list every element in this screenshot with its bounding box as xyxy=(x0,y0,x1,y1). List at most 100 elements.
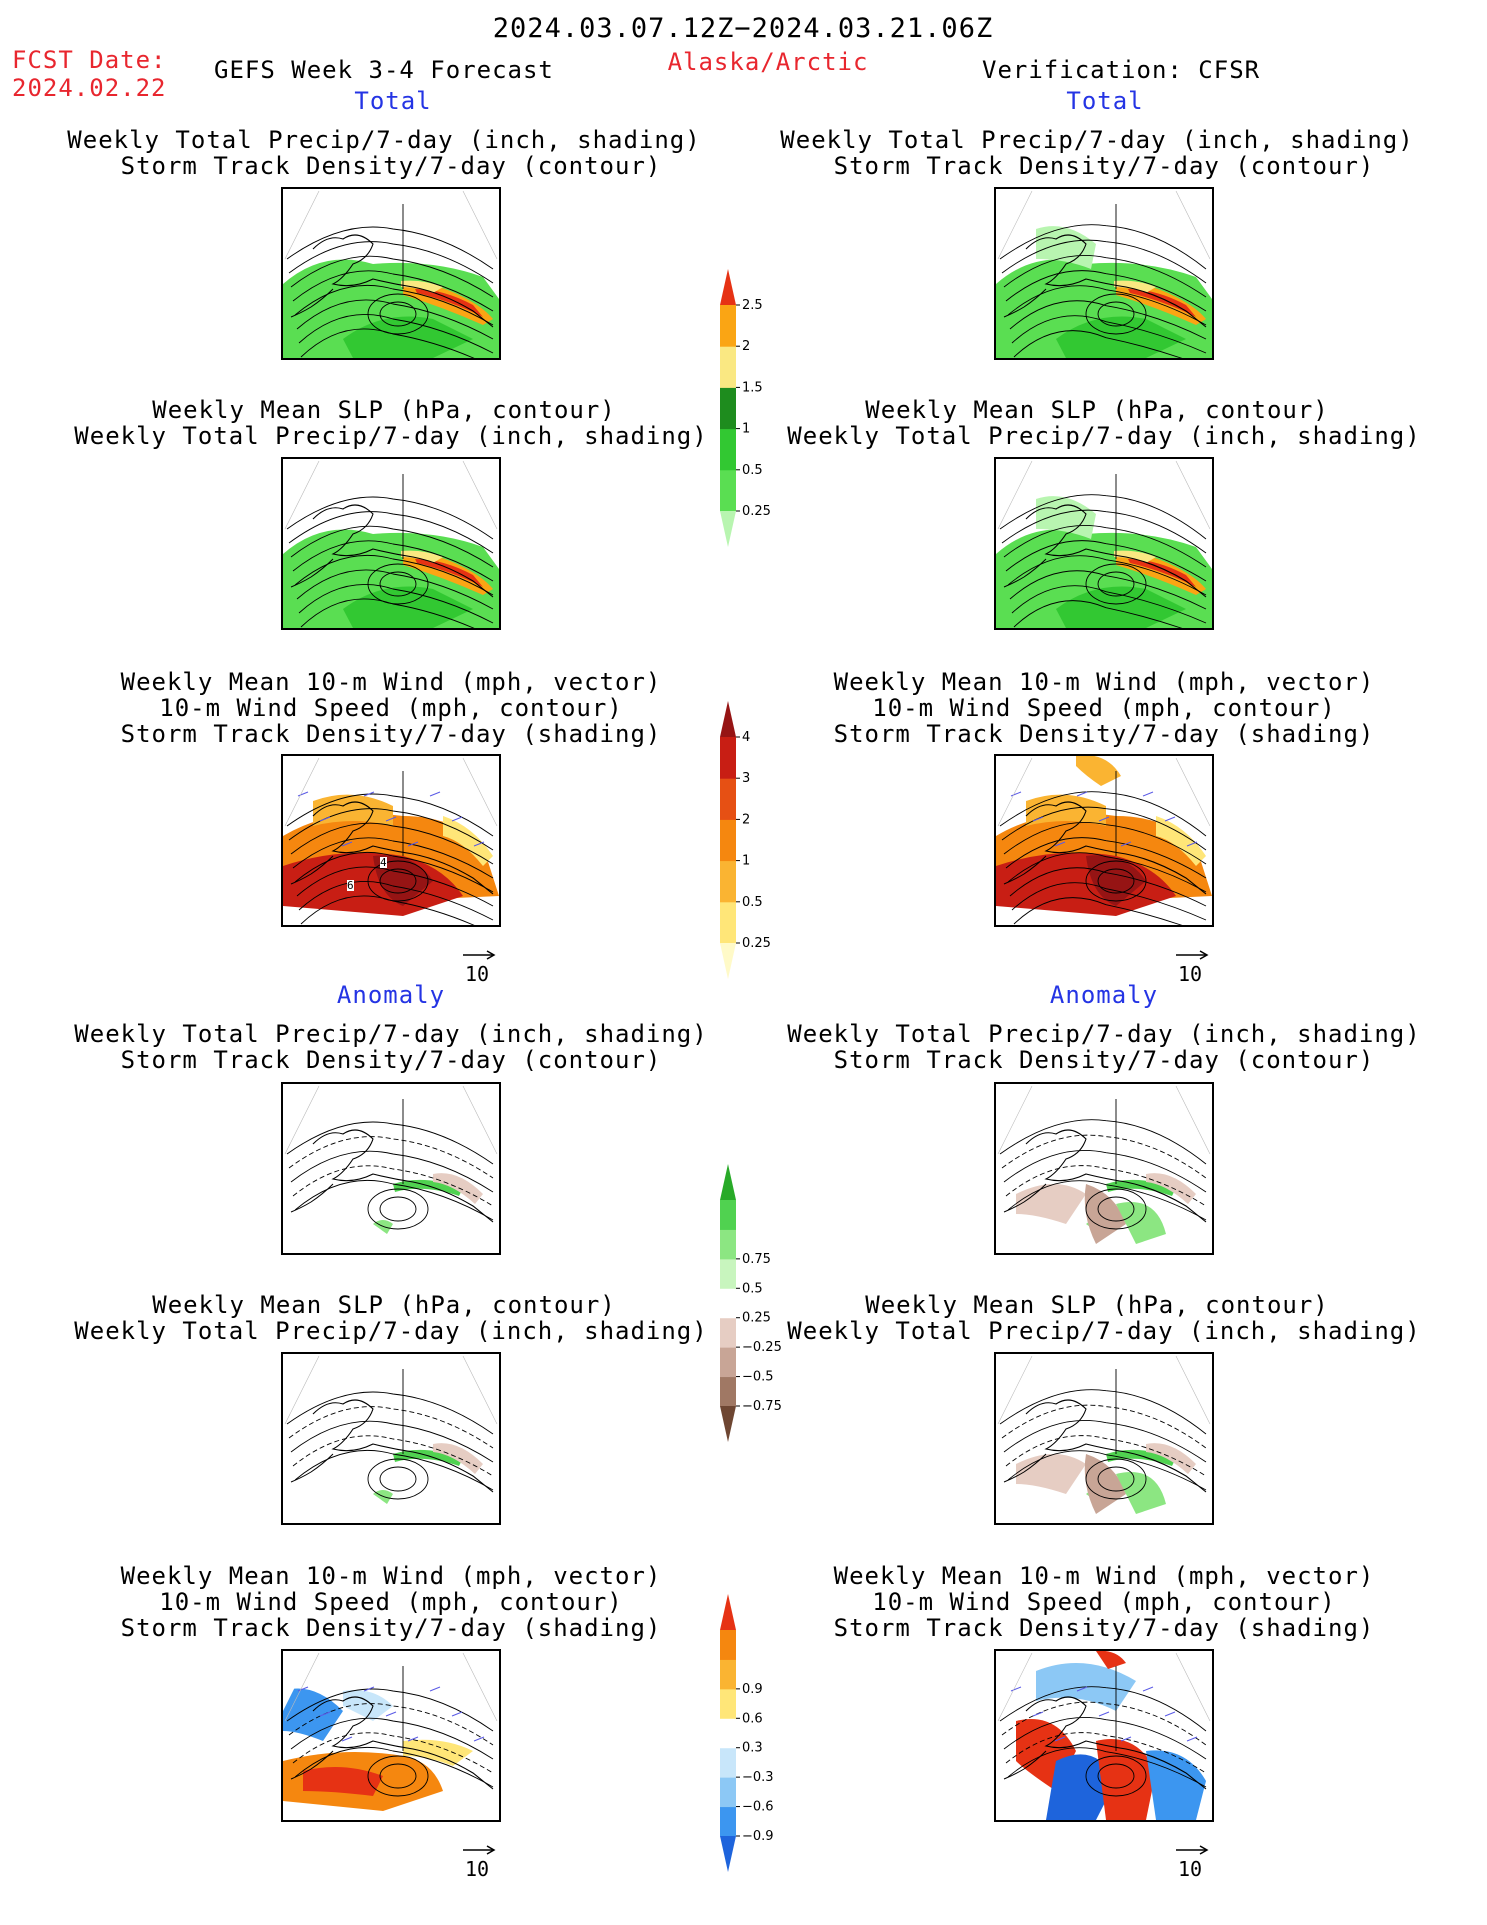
contour-line xyxy=(1011,882,1207,921)
wind-vector xyxy=(1076,1686,1088,1692)
contour-line xyxy=(1085,1755,1147,1797)
colorbar-tick-label: 0.25 xyxy=(742,1311,771,1326)
wind-vector xyxy=(1186,1736,1198,1742)
contour-line xyxy=(292,837,494,879)
colorbar-segment xyxy=(720,1594,736,1630)
contour-line xyxy=(1097,1196,1135,1222)
map-boundary xyxy=(284,190,320,260)
contour-line xyxy=(379,571,417,597)
vector-reference-r6-left: 10 xyxy=(461,1845,497,1881)
colorbar-tick-label: 1 xyxy=(742,854,750,869)
colorbar-segment xyxy=(720,1347,736,1378)
contour-line xyxy=(1009,300,1207,340)
precip-anomaly-shading xyxy=(1116,1472,1166,1514)
colorbar-segment xyxy=(720,737,736,779)
map-boundary xyxy=(997,757,1033,827)
wind-vector xyxy=(1186,841,1198,847)
contour-line xyxy=(1097,1763,1135,1789)
title-r3-right-1: Weekly Mean 10-m Wind (mph, vector) xyxy=(833,668,1375,696)
colorbar-segment xyxy=(720,1777,736,1808)
track-shading xyxy=(1026,794,1106,826)
section-anomaly-right: Anomaly xyxy=(1049,981,1159,1009)
map-anomaly-precip-track-verification xyxy=(994,1082,1214,1255)
coastline xyxy=(312,1696,494,1790)
contour-line xyxy=(296,299,494,340)
contour-line xyxy=(288,241,494,284)
contour-line xyxy=(379,301,417,327)
contour-line xyxy=(286,226,494,270)
map-field xyxy=(996,204,1212,358)
aleutian-chain xyxy=(290,1750,334,1780)
colorbar-segment xyxy=(720,1688,736,1719)
map-boundary xyxy=(284,1652,320,1722)
title-r1-right-2: Storm Track Density/7-day (contour) xyxy=(833,152,1375,180)
wind-vector xyxy=(385,1711,397,1717)
precip-shading xyxy=(401,550,443,563)
contour-line xyxy=(1005,270,1207,312)
region-title: Alaska/Arctic xyxy=(667,48,869,76)
contour-line xyxy=(1085,860,1147,902)
contour-line xyxy=(290,525,494,568)
colorbar-segment xyxy=(720,901,736,944)
contour-line xyxy=(294,1746,494,1788)
vector-reference-label: 10 xyxy=(1178,1857,1203,1881)
map-boundary xyxy=(462,1355,498,1425)
coastline xyxy=(1025,1399,1207,1493)
contour-line xyxy=(290,1150,494,1193)
colorbar-segment xyxy=(720,1288,736,1319)
coastline xyxy=(312,801,494,895)
title-r3-right-3: Storm Track Density/7-day (shading) xyxy=(833,720,1375,748)
aleutian-chain xyxy=(1003,288,1047,318)
contour-line xyxy=(367,1188,429,1230)
contour-line xyxy=(292,270,494,312)
verification-title: Verification: CFSR xyxy=(982,56,1261,84)
title-r2-left-1: Weekly Mean SLP (hPa, contour) xyxy=(152,396,616,424)
colorbar-segment xyxy=(720,778,736,820)
contour-line xyxy=(1097,1466,1135,1492)
colorbar-tick-label: 0.25 xyxy=(742,504,771,519)
contour-line xyxy=(1097,571,1135,597)
title-r5-left-2: Weekly Total Precip/7-day (inch, shading… xyxy=(74,1317,708,1345)
map-total-wind-track-forecast xyxy=(281,754,501,927)
colorbar-segment xyxy=(720,1806,736,1837)
contour-line xyxy=(367,860,429,902)
contour-line xyxy=(1007,1180,1207,1221)
coastline xyxy=(1025,1696,1207,1790)
aleutian-chain xyxy=(290,558,334,588)
colorbar-segment xyxy=(720,1718,736,1749)
contour-line xyxy=(298,880,494,921)
map-boundary xyxy=(284,1085,320,1155)
contour-line xyxy=(1085,1188,1147,1230)
title-r3-left-2: 10-m Wind Speed (mph, contour) xyxy=(159,694,623,722)
map-field xyxy=(286,1369,494,1504)
title-r4-left-1: Weekly Total Precip/7-day (inch, shading… xyxy=(74,1020,708,1048)
title-r6-right-3: Storm Track Density/7-day (shading) xyxy=(833,1614,1375,1642)
coastline xyxy=(312,234,494,328)
colorbar-segment xyxy=(720,346,736,388)
precip-anomaly-shading xyxy=(433,1443,483,1474)
precip-shading xyxy=(1114,550,1156,563)
colorbar-segment xyxy=(720,1164,736,1200)
aleutian-chain xyxy=(290,855,334,885)
contour-line xyxy=(1007,555,1207,596)
wind-vector xyxy=(429,791,441,797)
contour-line xyxy=(290,1420,494,1463)
track-anomaly-shading xyxy=(1146,1750,1206,1820)
contour-line xyxy=(379,868,417,894)
contour-line xyxy=(1003,1150,1207,1193)
map-boundary xyxy=(1175,1085,1211,1155)
contour-line xyxy=(379,1466,417,1492)
contour-line xyxy=(286,496,494,540)
precip-anomaly-colorbar: −0.75 −0.5 −0.25 0.25 0.5 0.75 xyxy=(720,1164,782,1442)
contour-line xyxy=(1001,1134,1207,1179)
contour-line xyxy=(292,1165,494,1207)
colorbar-tick-label: 4 xyxy=(742,730,750,745)
wind-vector xyxy=(1164,1711,1176,1717)
contour-line xyxy=(999,1119,1207,1165)
track-anomaly-shading xyxy=(1096,1651,1126,1669)
contour-line xyxy=(1001,509,1207,554)
map-anomaly-slp-precip-verification xyxy=(994,1352,1214,1525)
colorbar-segment xyxy=(720,1258,736,1289)
precip-shading xyxy=(1056,586,1186,628)
wind-vector xyxy=(363,1686,375,1692)
